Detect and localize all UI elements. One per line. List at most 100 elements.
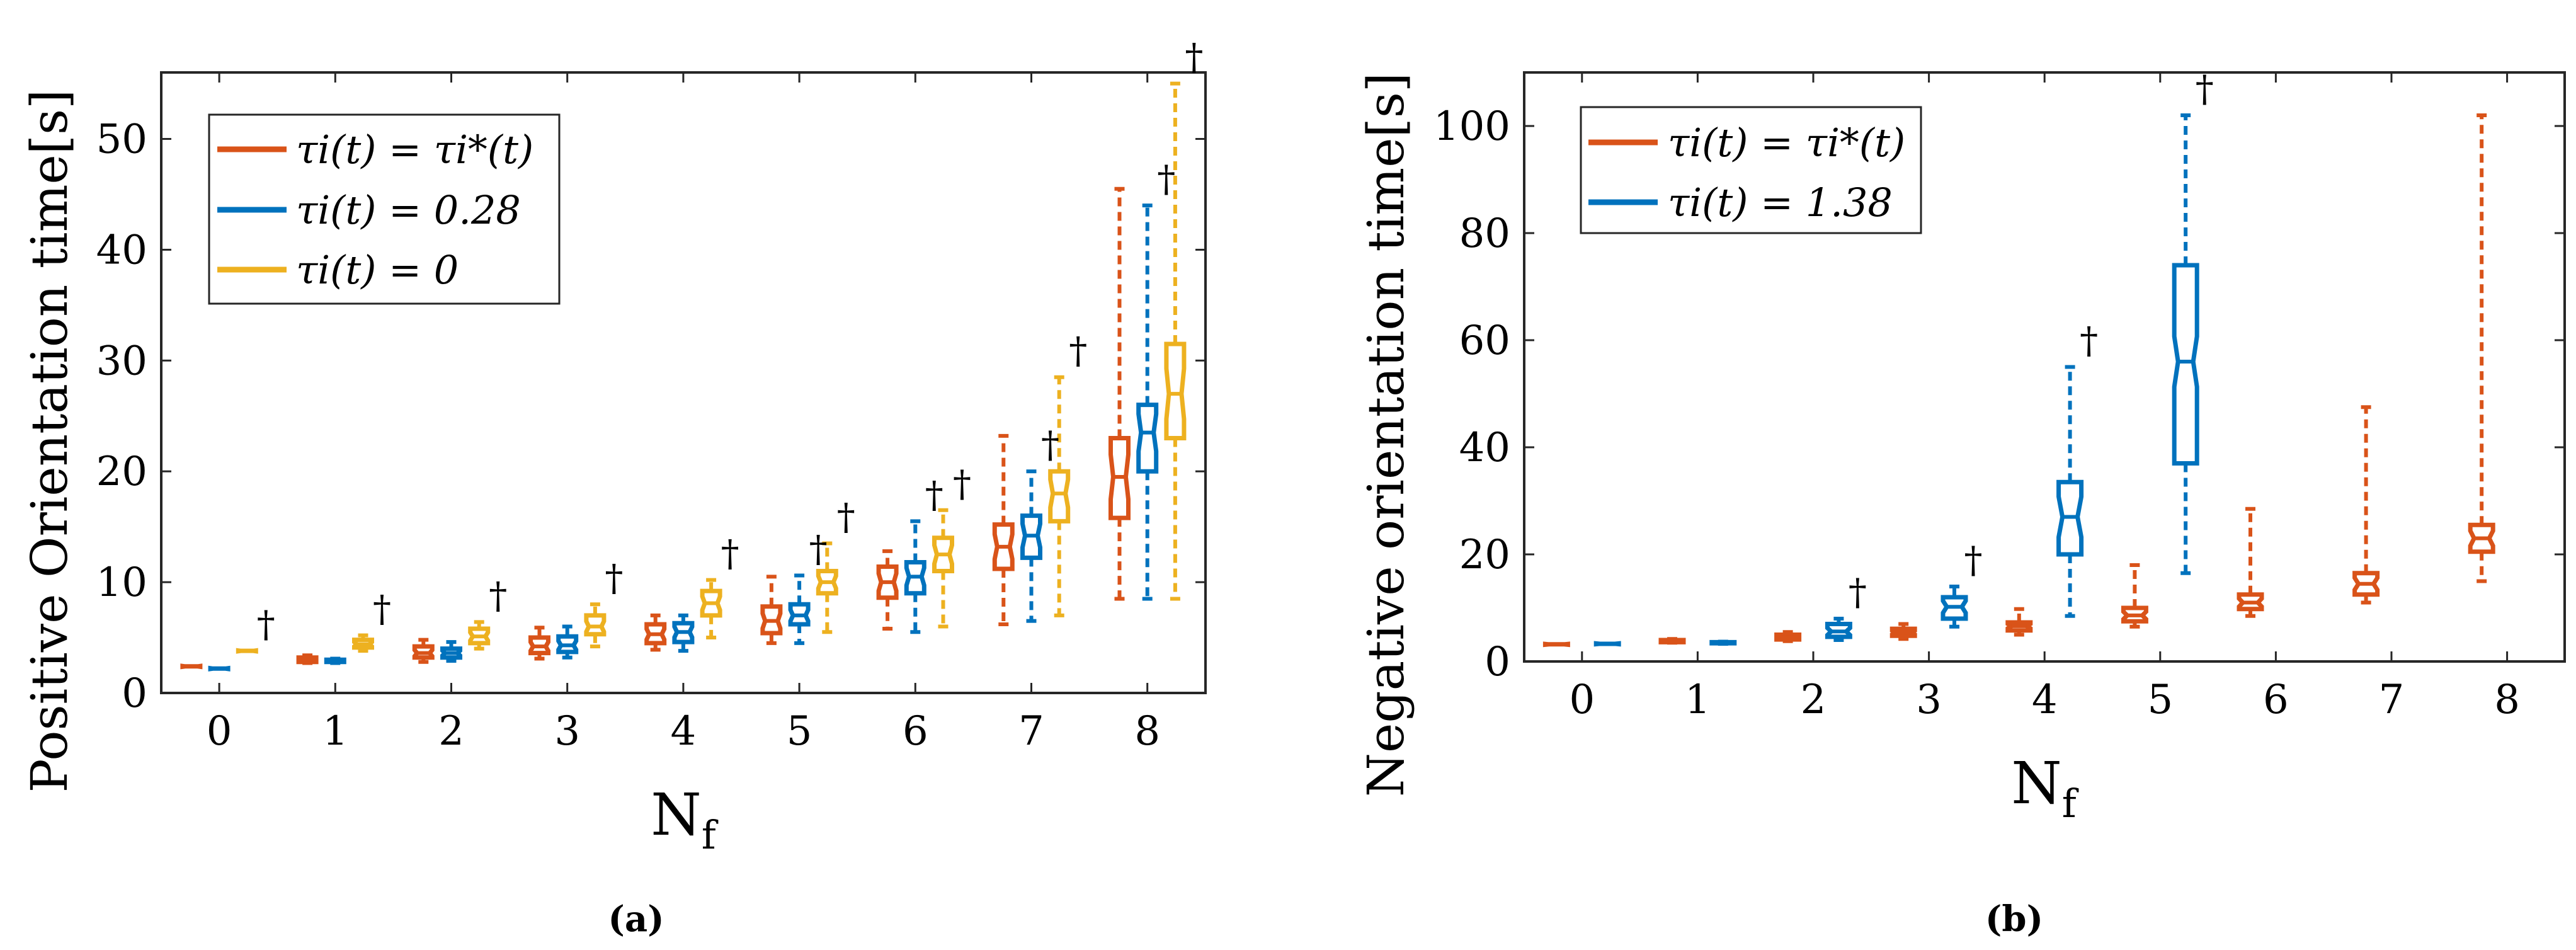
x-tick-label: 4 [2032,677,2058,723]
y-tick-label: 40 [96,227,147,273]
dagger-marker: † [1069,329,1087,372]
caption-a: (a) [608,898,664,940]
box-it028-x0 [208,665,231,672]
x-tick-label: 1 [1685,677,1711,723]
box-it0-x7 [1048,375,1071,617]
box-body [2172,263,2199,466]
box-body [1941,595,1968,621]
dagger-marker: † [1849,571,1867,614]
box-it0-x3 [584,602,607,649]
legend-a: τi(t) = τi*(t) τi(t) = 0.28 τi(t) = 0 [208,113,561,305]
y-tick-label: 50 [96,117,147,163]
box-body [556,634,579,655]
box-it138-x5 [2172,113,2199,575]
box-it0-x1 [352,633,375,653]
box-body [208,665,231,672]
box-body [700,588,722,618]
dagger-marker: † [809,528,828,571]
box-body [2005,620,2033,633]
dagger-marker: † [1041,423,1059,466]
y-tick-label: 40 [1459,425,1510,471]
box-it138-x4 [2056,365,2084,618]
box-it0-x6 [932,508,955,629]
box-itit-x4 [644,613,667,652]
box-itit-x6 [2237,506,2264,618]
box-body [644,622,667,646]
box-itit-x3 [528,626,550,661]
box-body [2352,571,2380,597]
legend-label-b-1: τi(t) = 1.38 [1668,180,1893,226]
box-itit-x2 [412,638,435,664]
y-tick-label: 0 [122,670,147,717]
box-body [1658,638,1686,644]
x-tick-label: 6 [2263,677,2289,723]
box-body [352,638,375,650]
box-body [1593,641,1621,647]
box-body [876,564,899,600]
box-body [324,657,346,665]
box-body [1889,626,1917,638]
dagger-marker: † [605,556,623,599]
box-it028-x8 [1136,203,1159,601]
box-it028-x6 [904,519,926,634]
box-it0-x5 [816,541,838,634]
box-it138-x1 [1709,639,1737,646]
y-tick-label: 20 [96,449,147,495]
box-itit-x8 [1108,186,1131,601]
box-body [528,635,550,656]
box-body [1048,469,1071,524]
box-itit-x4 [2005,607,2033,637]
x-tick-label: 0 [1569,677,1595,723]
dagger-marker: † [257,603,275,646]
legend-label-a-0: τi(t) = τi*(t) [296,127,533,173]
box-body [816,569,838,596]
legend-label-b-0: τi(t) = τi*(t) [1668,120,1905,166]
box-it0-x8 [1164,81,1187,601]
box-itit-x5 [2121,563,2148,629]
box-body [992,522,1015,571]
box-body [904,559,926,596]
box-body [2056,479,2084,557]
box-itit-x1 [296,653,319,665]
x-axis-label-a: Nf [651,781,719,858]
box-it028-x3 [556,624,579,660]
box-itit-x8 [2468,113,2495,583]
dagger-marker: † [489,574,507,617]
box-itit-x2 [1774,630,1802,643]
box-body [760,604,783,636]
box-itit-x1 [1658,637,1686,645]
box-body [2468,522,2495,554]
box-body [1136,403,1159,474]
legend-label-a-1: τi(t) = 0.28 [296,187,521,233]
box-body [788,602,811,627]
x-tick-label: 3 [1916,677,1942,723]
box-it028-x1 [324,656,346,665]
x-tick-label: 1 [322,708,348,755]
dagger-marker: † [2080,319,2098,362]
box-it0-x4 [700,578,722,640]
y-axis-label-b: Negative orientation time[s] [1357,72,1415,797]
y-tick-label: 20 [1459,532,1510,578]
box-body [412,644,435,660]
legend-box-b [1580,106,1922,234]
x-tick-label: 2 [438,708,464,755]
box-body [1020,513,1042,560]
y-tick-label: 0 [1485,639,1510,685]
box-it138-x2 [1825,617,1852,642]
box-it0-x2 [468,620,491,651]
dagger-marker: † [373,588,391,631]
y-axis-label-a: Positive Orientation time[s] [20,89,79,793]
y-tick-label: 60 [1459,318,1510,364]
box-it028-x7 [1020,469,1042,623]
y-tick-label: 10 [96,559,147,606]
dagger-marker: † [837,496,855,539]
x-tick-label: 7 [1018,708,1044,755]
box-body [1164,341,1187,440]
dagger-marker: † [2196,67,2214,110]
box-it028-x2 [440,640,462,663]
box-body [2121,605,2148,624]
y-tick-label: 80 [1459,210,1510,257]
x-tick-label: 5 [2147,677,2173,723]
